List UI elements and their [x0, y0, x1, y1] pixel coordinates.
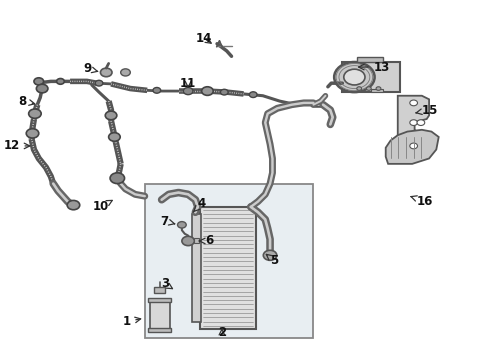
Circle shape — [417, 120, 425, 126]
Circle shape — [357, 87, 362, 90]
Circle shape — [110, 173, 124, 184]
Circle shape — [410, 143, 417, 149]
Bar — [371, 89, 383, 92]
Circle shape — [410, 120, 417, 126]
Circle shape — [334, 62, 375, 92]
Circle shape — [367, 87, 371, 90]
Text: 9: 9 — [83, 62, 98, 75]
Bar — [148, 328, 171, 332]
Polygon shape — [386, 130, 439, 164]
Bar — [200, 207, 256, 329]
Text: 14: 14 — [196, 32, 212, 45]
FancyBboxPatch shape — [145, 184, 314, 338]
Bar — [149, 302, 170, 329]
Circle shape — [100, 68, 112, 77]
Circle shape — [202, 87, 213, 95]
Text: 16: 16 — [411, 195, 433, 208]
Text: 13: 13 — [359, 60, 390, 73]
Text: 7: 7 — [161, 215, 175, 228]
Text: 12: 12 — [3, 139, 30, 152]
Text: 2: 2 — [218, 326, 226, 339]
Bar — [148, 298, 171, 302]
Text: 8: 8 — [19, 95, 35, 108]
Text: 3: 3 — [161, 278, 172, 291]
Bar — [357, 57, 383, 62]
Polygon shape — [398, 96, 429, 153]
Circle shape — [183, 87, 193, 95]
Circle shape — [105, 111, 117, 120]
Text: 11: 11 — [180, 77, 196, 90]
Circle shape — [57, 78, 64, 84]
Circle shape — [177, 222, 186, 228]
Circle shape — [410, 100, 417, 106]
Circle shape — [249, 92, 257, 98]
Text: 4: 4 — [193, 197, 206, 212]
Circle shape — [36, 84, 48, 93]
Text: 5: 5 — [267, 254, 278, 267]
Circle shape — [182, 236, 195, 246]
Circle shape — [220, 89, 228, 95]
Circle shape — [376, 87, 381, 90]
Circle shape — [344, 69, 365, 85]
Circle shape — [263, 250, 277, 260]
Circle shape — [67, 201, 80, 210]
Text: 15: 15 — [416, 104, 438, 117]
Bar — [154, 287, 165, 293]
Circle shape — [121, 69, 130, 76]
Bar — [192, 214, 201, 321]
Circle shape — [28, 109, 41, 118]
Circle shape — [34, 78, 44, 85]
Circle shape — [95, 80, 103, 86]
Circle shape — [153, 87, 161, 93]
Bar — [343, 62, 400, 92]
Text: 6: 6 — [199, 234, 213, 247]
Circle shape — [26, 129, 39, 138]
Text: 10: 10 — [93, 201, 112, 213]
Circle shape — [109, 133, 120, 141]
Bar — [195, 238, 199, 243]
Text: 1: 1 — [122, 315, 141, 328]
